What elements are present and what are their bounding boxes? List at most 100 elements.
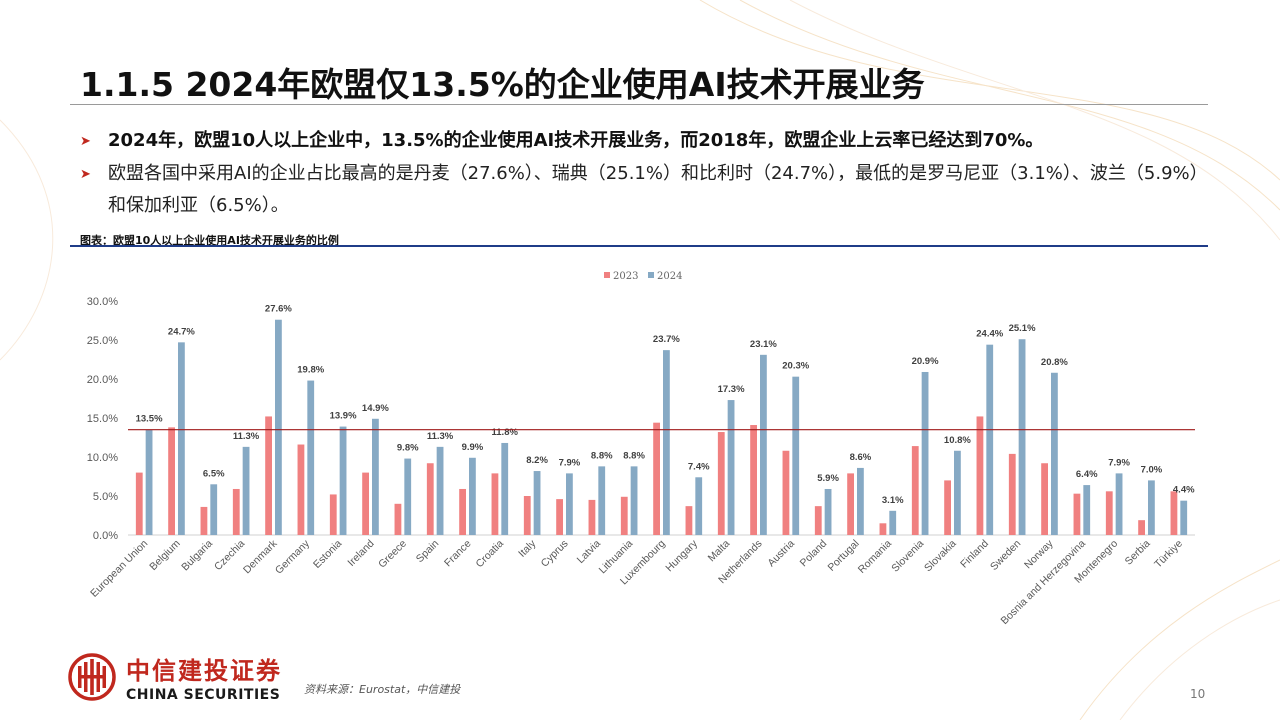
bar-2023	[814, 506, 822, 535]
data-label-2024: 7.0%	[1141, 464, 1163, 475]
x-tick-label: Bulgaria	[179, 538, 215, 574]
x-tick-label: Hungary	[663, 537, 700, 574]
logo-chinese-name: 中信建投证券	[126, 657, 282, 685]
data-label-2024: 9.8%	[397, 443, 419, 454]
data-label-2024: 25.1%	[1009, 323, 1036, 334]
bar-2024	[1018, 339, 1026, 535]
data-label-2024: 20.8%	[1041, 357, 1068, 368]
bar-2023	[556, 499, 563, 535]
bullet-list: ➤ 2024年，欧盟10人以上企业中，13.5%的企业使用AI技术开展业务，而2…	[80, 125, 1200, 222]
bar-2024	[566, 473, 573, 535]
source-note: 资料来源：Eurostat，中信建投	[304, 683, 461, 696]
bar-2024	[727, 400, 735, 535]
y-tick-label: 5.0%	[93, 491, 118, 503]
data-label-2024: 6.5%	[203, 468, 225, 479]
bar-2024	[307, 380, 315, 535]
legend-label-2023: 2023	[613, 271, 638, 282]
x-tick-label: European Union	[88, 538, 150, 600]
bar-2023	[717, 432, 725, 535]
data-label-2024: 11.8%	[492, 427, 519, 438]
data-label-2024: 7.4%	[688, 461, 710, 472]
bar-2024	[275, 319, 282, 535]
x-tick-label: Malta	[706, 538, 733, 565]
y-tick-label: 30.0%	[87, 296, 118, 308]
data-label-2024: 7.9%	[1108, 457, 1130, 468]
data-label-2024: 8.8%	[623, 450, 645, 461]
x-tick-label: Serbia	[1123, 538, 1153, 568]
bar-2024	[695, 477, 703, 535]
bar-2023	[879, 523, 887, 535]
bar-2024	[598, 466, 606, 535]
triangle-right-icon: ➤	[80, 167, 91, 182]
bar-2023	[1105, 491, 1113, 535]
data-label-2024: 8.6%	[850, 452, 872, 463]
bar-2024	[1083, 485, 1091, 535]
data-label-2024: 10.8%	[944, 435, 971, 446]
data-label-2024: 4.4%	[1173, 485, 1195, 496]
data-label-2024: 20.3%	[782, 361, 809, 372]
x-tick-label: Finland	[958, 538, 991, 571]
data-label-2024: 11.3%	[427, 431, 454, 442]
bar-2024	[1051, 372, 1058, 535]
bar-2023	[426, 463, 434, 535]
bar-2023	[911, 446, 919, 535]
bar-2024	[857, 467, 864, 535]
bar-2024	[145, 429, 153, 535]
bar-2023	[750, 425, 757, 535]
data-label-2024: 24.4%	[976, 329, 1003, 340]
figure-divider	[70, 245, 1208, 247]
data-label-2024: 8.2%	[526, 455, 548, 466]
bar-2023	[685, 506, 693, 535]
page-number: 10	[1190, 687, 1206, 701]
x-tick-label: Ireland	[345, 538, 376, 569]
data-label-2024: 23.1%	[750, 339, 777, 350]
bar-2024	[469, 457, 476, 535]
x-tick-label: Austria	[765, 538, 797, 570]
legend-swatch-2023	[604, 272, 610, 278]
bar-2023	[168, 427, 175, 535]
bar-2023	[944, 480, 951, 535]
bullet-item: ➤ 欧盟各国中采用AI的企业占比最高的是丹麦（27.6%）、瑞典（25.1%）和…	[80, 158, 1200, 222]
x-tick-label: Romania	[856, 538, 894, 576]
bar-2024	[372, 418, 379, 535]
bar-2024	[242, 446, 250, 535]
bar-2023	[362, 472, 369, 535]
bar-2024	[792, 376, 800, 535]
data-label-2024: 6.4%	[1076, 469, 1098, 480]
bar-2024	[1148, 480, 1155, 535]
bar-2023	[265, 416, 272, 535]
figure-title: 图表：欧盟10人以上企业使用AI技术开展业务的比例	[80, 234, 339, 247]
x-tick-label: Italy	[516, 537, 539, 560]
bar-2023	[588, 499, 596, 535]
bar-2024	[436, 446, 444, 535]
bar-2024	[1115, 473, 1123, 535]
x-tick-label: Slovakia	[922, 538, 959, 575]
bar-2023	[329, 494, 337, 535]
y-tick-label: 15.0%	[87, 413, 118, 425]
bar-2024	[501, 442, 509, 535]
bar-2024	[404, 458, 412, 535]
bar-2023	[459, 488, 466, 535]
x-tick-label: Greece	[376, 538, 409, 571]
bar-2024	[339, 426, 347, 535]
bar-2023	[394, 503, 402, 535]
bar-2024	[824, 488, 832, 535]
bar-2024	[533, 471, 541, 535]
bar-2023	[232, 488, 240, 535]
data-label-2024: 5.9%	[817, 473, 839, 484]
bar-2023	[620, 496, 628, 535]
logo-english-name: CHINA SECURITIES	[126, 687, 281, 703]
x-tick-label: Slovenia	[889, 538, 926, 575]
data-label-2024: 7.9%	[559, 457, 581, 468]
bullet-item: ➤ 2024年，欧盟10人以上企业中，13.5%的企业使用AI技术开展业务，而2…	[80, 125, 1200, 158]
y-tick-label: 20.0%	[87, 374, 118, 386]
company-logo: 中信建投证券 CHINA SECURITIES	[68, 651, 282, 703]
x-tick-label: Croatia	[474, 538, 507, 571]
data-label-2024: 20.9%	[912, 356, 939, 367]
legend-label-2024: 2024	[657, 271, 682, 282]
x-tick-label: France	[442, 538, 474, 570]
bar-2024	[1180, 500, 1188, 535]
bar-2023	[976, 416, 984, 535]
bar-2024	[954, 450, 961, 535]
